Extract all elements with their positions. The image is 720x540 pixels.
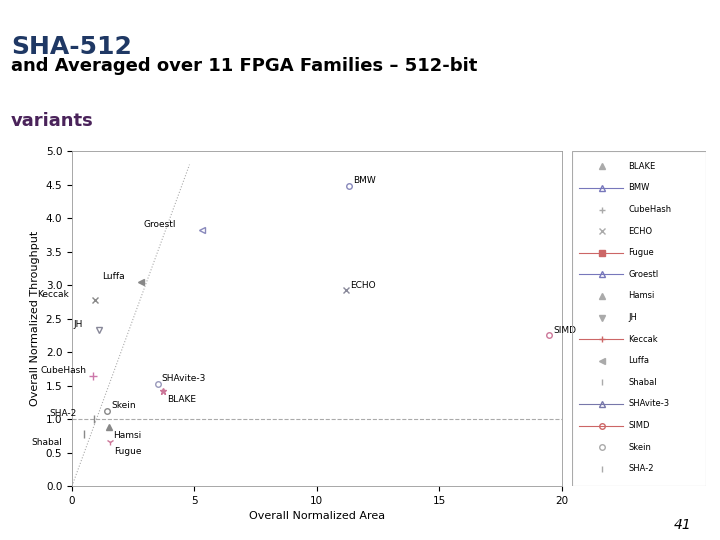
Text: Shabal: Shabal: [629, 378, 657, 387]
Text: JH: JH: [74, 320, 84, 329]
Text: Luffa: Luffa: [629, 356, 649, 365]
Text: BLAKE: BLAKE: [167, 395, 196, 404]
Text: SHA-2: SHA-2: [629, 464, 654, 473]
Text: Luffa: Luffa: [102, 272, 125, 281]
X-axis label: Overall Normalized Area: Overall Normalized Area: [248, 511, 385, 521]
Text: SHAvite-3: SHAvite-3: [629, 400, 670, 408]
Text: BMW: BMW: [353, 176, 376, 185]
Text: Keccak: Keccak: [629, 335, 658, 343]
Text: SIMD: SIMD: [629, 421, 650, 430]
Text: SHAvite-3: SHAvite-3: [162, 374, 206, 383]
Text: Hamsi: Hamsi: [113, 431, 141, 440]
Text: Keccak: Keccak: [37, 290, 68, 299]
Text: variants: variants: [11, 112, 94, 130]
Text: BLAKE: BLAKE: [629, 162, 656, 171]
Text: SIMD: SIMD: [554, 326, 577, 335]
Text: 41: 41: [673, 518, 691, 532]
Text: Hamsi: Hamsi: [629, 292, 654, 300]
Text: Skein: Skein: [112, 401, 136, 410]
Y-axis label: Overall Normalized Throughput: Overall Normalized Throughput: [30, 231, 40, 406]
Text: Skein: Skein: [629, 443, 651, 451]
Text: SHA-512: SHA-512: [11, 35, 132, 59]
Text: SHA-2: SHA-2: [50, 409, 77, 418]
Text: and Averaged over 11 FPGA Families – 512-bit: and Averaged over 11 FPGA Families – 512…: [11, 57, 477, 75]
Text: CubeHash: CubeHash: [40, 366, 86, 375]
Text: CubeHash: CubeHash: [629, 205, 672, 214]
Text: BMW: BMW: [629, 184, 649, 192]
Text: Fugue: Fugue: [114, 447, 142, 456]
Text: ECHO: ECHO: [629, 227, 652, 235]
Text: Groestl: Groestl: [629, 270, 659, 279]
Text: Fugue: Fugue: [629, 248, 654, 257]
Text: Groestl: Groestl: [143, 220, 176, 230]
Text: ECHO: ECHO: [351, 281, 376, 289]
Text: JH: JH: [629, 313, 637, 322]
Text: Shabal: Shabal: [32, 438, 63, 447]
